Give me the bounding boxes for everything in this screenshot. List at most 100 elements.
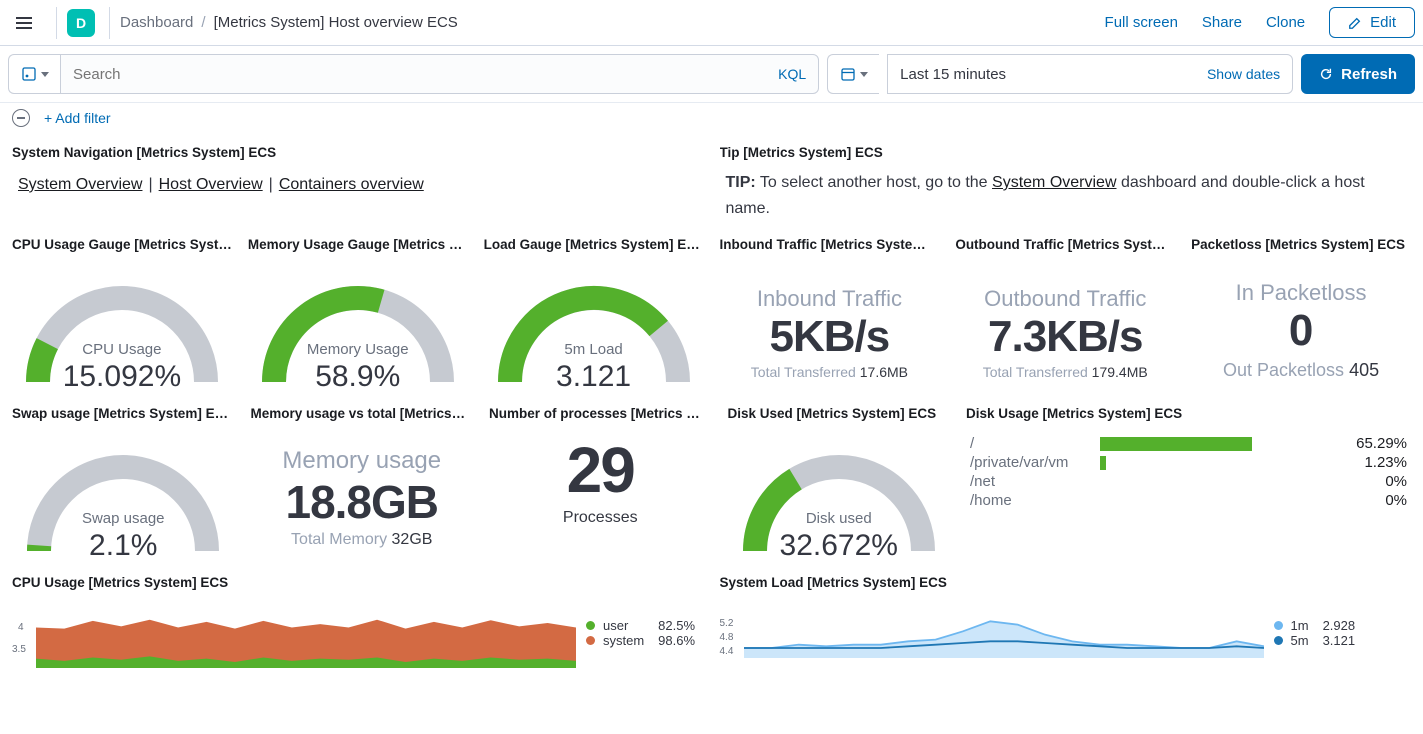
disk-usage-label: / [970, 435, 1090, 452]
nav-links: System Overview|Host Overview|Containers… [12, 166, 704, 204]
disk-usage-row: /net 0% [970, 473, 1407, 490]
disk-usage-bar [1100, 475, 1333, 489]
divider [109, 7, 110, 39]
gauge-label: Swap usage [23, 510, 223, 527]
refresh-button[interactable]: Refresh [1301, 54, 1415, 94]
panel-memory-vs-total: Memory usage vs total [Metrics… Memory u… [247, 398, 478, 567]
in-packetloss-label: In Packetloss [1191, 280, 1411, 306]
nav-host-overview[interactable]: Host Overview [159, 176, 263, 193]
gauge-label: 5m Load [494, 341, 694, 358]
legend-item[interactable]: 1m2.928 [1274, 618, 1356, 633]
top-header: D Dashboard / [Metrics System] Host over… [0, 0, 1423, 46]
legend-dot-icon [1274, 621, 1283, 630]
metric-sub: Processes [489, 509, 712, 527]
breadcrumb-root[interactable]: Dashboard [120, 14, 193, 31]
add-filter-button[interactable]: + Add filter [44, 110, 111, 126]
panel-disk-used-gauge: Disk Used [Metrics System] ECS Disk used… [724, 398, 955, 567]
date-range-picker[interactable]: Last 15 minutes Show dates [887, 54, 1293, 94]
panel-title: Tip [Metrics System] ECS [720, 145, 1412, 160]
edit-button[interactable]: Edit [1329, 7, 1415, 38]
in-packetloss-value: 0 [1191, 306, 1411, 356]
metric-value: 5KB/s [719, 312, 939, 362]
header-actions: Full screen Share Clone Edit [1105, 7, 1415, 38]
kql-toggle[interactable]: KQL [768, 66, 806, 82]
gauge-value: 3.121 [494, 360, 694, 394]
tip-link[interactable]: System Overview [992, 174, 1116, 191]
refresh-icon [1319, 67, 1333, 81]
gauge-label: CPU Usage [22, 341, 222, 358]
panel-title: Disk Used [Metrics System] ECS [728, 406, 951, 421]
date-quick-select-button[interactable] [827, 54, 879, 94]
legend-dot-icon [1274, 636, 1283, 645]
disk-usage-bar [1100, 456, 1333, 470]
panel-nav: System Navigation [Metrics System] ECS S… [8, 137, 708, 229]
refresh-button-label: Refresh [1341, 66, 1397, 83]
chevron-down-icon [41, 72, 49, 77]
panel-system-load-chart: System Load [Metrics System] ECS 5.2 4.8… [716, 567, 1416, 672]
metric-label: Outbound Traffic [955, 286, 1175, 312]
tip-prefix: TIP: [726, 174, 756, 191]
show-dates-toggle[interactable]: Show dates [1207, 66, 1280, 82]
cpu-gauge: CPU Usage 15.092% [22, 274, 222, 394]
dashboard-grid: System Navigation [Metrics System] ECS S… [0, 137, 1423, 680]
disk-usage-pct: 1.23% [1343, 454, 1407, 471]
gauge-label: Memory Usage [258, 341, 458, 358]
legend-item[interactable]: system98.6% [586, 633, 695, 648]
disk-usage-pct: 0% [1343, 473, 1407, 490]
legend-item[interactable]: user82.5% [586, 618, 695, 633]
panel-title: Memory Usage Gauge [Metrics … [248, 237, 468, 252]
filter-scope-button[interactable] [8, 54, 60, 94]
legend-dot-icon [586, 636, 595, 645]
clone-button[interactable]: Clone [1266, 14, 1305, 31]
gauge-value: 32.672% [739, 529, 939, 563]
panel-title: Packetloss [Metrics System] ECS [1191, 237, 1411, 252]
filter-options-icon[interactable] [12, 109, 30, 127]
disk-usage-pct: 65.29% [1343, 435, 1407, 452]
panel-title: Disk Usage [Metrics System] ECS [966, 406, 1411, 421]
panel-outbound-traffic: Outbound Traffic [Metrics Syst… Outbound… [951, 229, 1179, 398]
disk-usage-bar [1100, 494, 1333, 508]
disk-usage-list: / 65.29% /private/var/vm 1.23% /net 0% /home0% [966, 427, 1411, 517]
cpu-chart [36, 618, 576, 668]
legend-dot-icon [586, 621, 595, 630]
gauge-value: 15.092% [22, 360, 222, 394]
metric-value: 29 [489, 433, 712, 507]
load-chart-area: 5.2 4.8 4.4 [720, 618, 1264, 668]
nav-containers-overview[interactable]: Containers overview [279, 176, 424, 193]
panel-inbound-traffic: Inbound Traffic [Metrics Syste… Inbound … [715, 229, 943, 398]
panel-title: Outbound Traffic [Metrics Syst… [955, 237, 1175, 252]
disk-usage-bar [1100, 437, 1333, 451]
legend-item[interactable]: 5m3.121 [1274, 633, 1356, 648]
edit-button-label: Edit [1370, 14, 1396, 31]
metric-label: Inbound Traffic [719, 286, 939, 312]
breadcrumb-current: [Metrics System] Host overview ECS [214, 14, 458, 31]
nav-system-overview[interactable]: System Overview [18, 176, 142, 193]
panel-packetloss: Packetloss [Metrics System] ECS In Packe… [1187, 229, 1415, 398]
disk-usage-row: /home0% [970, 492, 1407, 509]
panel-title: System Load [Metrics System] ECS [720, 575, 1412, 590]
panel-cpu-gauge: CPU Usage Gauge [Metrics Syst… CPU Usage… [8, 229, 236, 398]
metric-value: 18.8GB [251, 475, 474, 529]
disk-usage-label: /net [970, 473, 1090, 490]
panel-title: CPU Usage Gauge [Metrics Syst… [12, 237, 232, 252]
disk-usage-row: / 65.29% [970, 435, 1407, 452]
calendar-icon [840, 66, 856, 82]
pencil-icon [1348, 16, 1362, 30]
panel-processes: Number of processes [Metrics … 29 Proces… [485, 398, 716, 567]
hamburger-menu-button[interactable] [8, 7, 40, 39]
search-input-wrap: KQL [60, 54, 819, 94]
date-range-text: Last 15 minutes [900, 66, 1207, 83]
gauge-value: 58.9% [258, 360, 458, 394]
gauge-value: 2.1% [23, 529, 223, 563]
panel-load-gauge: Load Gauge [Metrics System] E… 5m Load 3… [480, 229, 708, 398]
panel-title: Load Gauge [Metrics System] E… [484, 237, 704, 252]
app-badge[interactable]: D [67, 9, 95, 37]
search-input[interactable] [73, 66, 768, 83]
panel-title: Swap usage [Metrics System] E… [12, 406, 235, 421]
gauge-label: Disk used [739, 510, 939, 527]
share-button[interactable]: Share [1202, 14, 1242, 31]
disk-usage-label: /home [970, 492, 1090, 509]
panel-swap-gauge: Swap usage [Metrics System] E… Swap usag… [8, 398, 239, 567]
disk-usage-label: /private/var/vm [970, 454, 1090, 471]
fullscreen-button[interactable]: Full screen [1105, 14, 1178, 31]
